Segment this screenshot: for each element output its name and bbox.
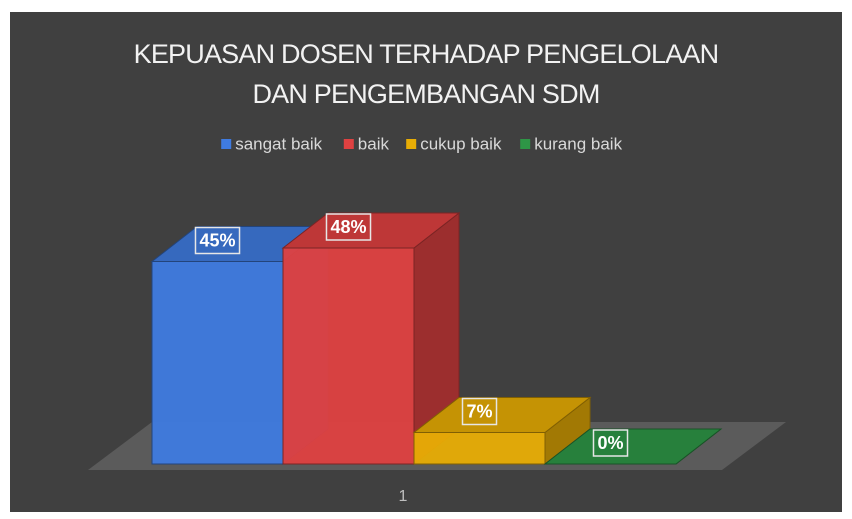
legend-label: baik	[358, 134, 390, 153]
legend-swatch	[343, 139, 354, 149]
data-label-box	[461, 397, 498, 426]
data-label: 0%	[597, 433, 623, 453]
data-label: 48%	[330, 217, 366, 237]
chart-title: KEPUASAN DOSEN TERHADAP PENGELOLAAN DAN …	[133, 39, 720, 109]
data-label: 45%	[199, 230, 235, 250]
bar	[413, 432, 546, 465]
bar	[282, 247, 415, 465]
legend-label: sangat baik	[235, 134, 322, 153]
x-tick-label: 1	[399, 488, 408, 505]
legend-label: cukup baik	[420, 134, 502, 153]
bar-top	[543, 428, 723, 465]
legend-swatch	[520, 139, 531, 149]
data-label: 7%	[466, 401, 492, 421]
data-label-box	[325, 213, 372, 241]
legend-swatch	[406, 139, 417, 149]
legend-swatch	[221, 139, 232, 149]
data-label-box	[194, 226, 241, 255]
bar	[151, 261, 284, 465]
legend-label: kurang baik	[534, 134, 622, 153]
data-label-box	[592, 429, 629, 457]
